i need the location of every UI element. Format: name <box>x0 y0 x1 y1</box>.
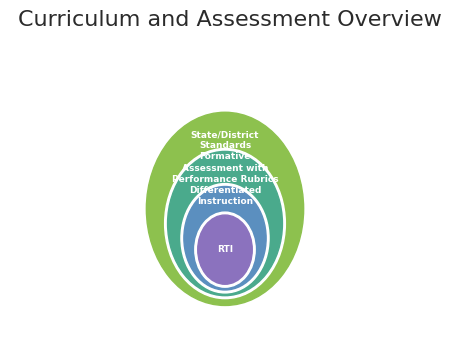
Ellipse shape <box>184 187 266 290</box>
Text: Differentiated
Instruction: Differentiated Instruction <box>189 186 261 206</box>
Text: Curriculum and Assessment Overview: Curriculum and Assessment Overview <box>18 10 442 30</box>
Ellipse shape <box>167 151 283 296</box>
Ellipse shape <box>144 109 306 308</box>
Ellipse shape <box>146 112 304 306</box>
Text: State/District
Standards: State/District Standards <box>191 130 259 150</box>
Text: RTI: RTI <box>217 245 233 254</box>
Ellipse shape <box>198 215 252 284</box>
Ellipse shape <box>195 212 255 287</box>
Ellipse shape <box>165 148 285 298</box>
Ellipse shape <box>181 184 269 293</box>
Text: Formative
Assessment with
Performance Rubrics: Formative Assessment with Performance Ru… <box>172 152 278 184</box>
